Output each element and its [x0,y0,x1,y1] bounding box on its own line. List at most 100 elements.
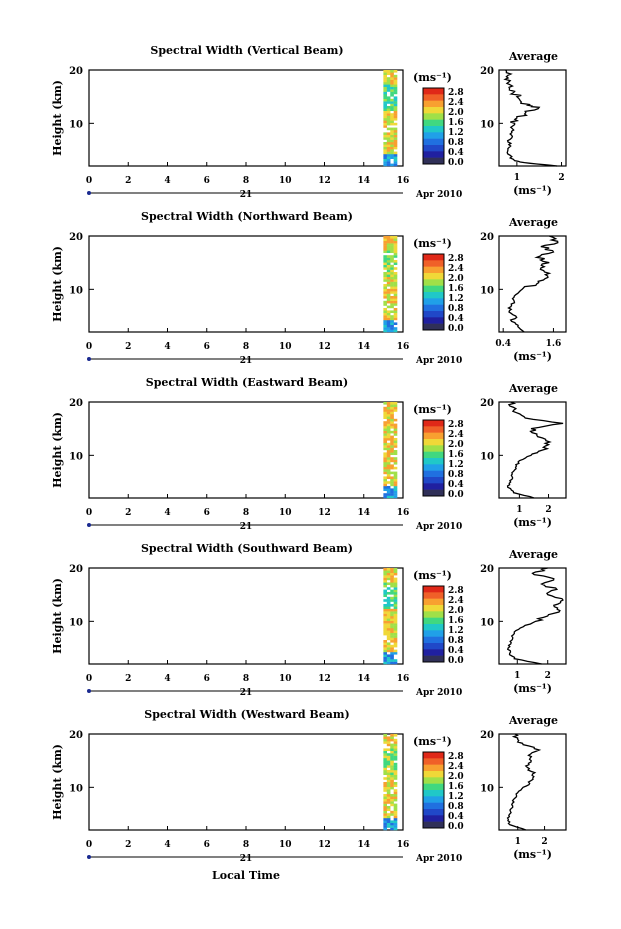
heatmap-cell [383,659,388,662]
heatmap-cell [390,640,394,643]
time-tick-label: 8 [243,508,249,518]
heatmap-cell [390,810,394,814]
heatmap-cell [383,158,388,162]
heatmap-cell [386,798,391,802]
heatmap-cell [390,584,394,588]
heatmap-cell [383,760,388,763]
heatmap-cell [386,284,391,287]
heatmap-cell [386,782,391,785]
heatmap-cell [393,113,398,116]
heatmap-cell [386,474,391,477]
heatmap-cell [383,154,388,157]
heatmap-cell [390,596,394,600]
heatmap-cell [390,130,394,133]
heatmap-cell [383,272,388,275]
heatmap-cell [393,772,398,775]
heatmap-cell [390,98,394,102]
heatmap-cell [383,495,388,499]
average-frame [498,235,567,333]
heatmap-cell [393,291,398,294]
heatmap-cell [390,303,394,306]
heatmap-cell [383,320,388,323]
heatmap-cell [393,750,398,754]
colorbar-swatch [423,151,444,158]
heatmap-cell [383,803,388,807]
colorbar-unit: (ms⁻¹) [413,71,452,84]
heatmap-cell [393,587,398,590]
heatmap-cell [393,642,398,645]
colorbar-tick-label: 1.6 [448,284,464,294]
heatmap-cell [383,146,388,150]
colorbar-swatch [423,445,444,452]
heatmap-cell [386,106,391,109]
heatmap-cell [393,281,398,285]
heatmap-cell [383,755,388,759]
heatmap-cell [390,144,394,147]
heatmap-cell [383,122,388,126]
heatmap-cell [383,142,388,145]
heatmap-cell [386,462,391,465]
colorbar-swatch [423,94,444,101]
heatmap-cell [383,786,388,790]
heatmap-cell [393,822,398,826]
colorbar-swatch [423,451,444,459]
heatmap-cell [390,438,394,441]
heatmap-cell [386,142,391,145]
heatmap-cell [393,488,398,491]
heatmap-cell [390,813,394,816]
heatmap-cell [393,568,398,571]
heatmap-cell [386,296,391,299]
heatmap-cell [393,255,398,258]
heatmap-cell [386,298,391,301]
heatmap-cell [386,327,391,330]
heatmap-cell [383,582,388,585]
colorbar-swatch [423,254,444,261]
heatmap-cell [390,236,394,239]
heatmap-cell [383,642,388,645]
heatmap-cell [393,96,398,99]
heatmap-cell [386,329,391,333]
colorbar-swatch [423,132,444,139]
heatmap-cell [390,738,394,742]
heatmap-cell [390,623,394,626]
heatmap-cell [393,758,398,761]
time-tick-label: 4 [164,508,170,518]
heatmap-cell [386,86,391,90]
heatmap-cell [383,322,388,325]
height-tick-label: 20 [69,398,83,409]
time-tick-label: 16 [397,674,410,684]
colorbar-tick-label: 0.0 [448,490,464,500]
heatmap-cell [383,599,388,602]
heatmap-cell [393,815,398,819]
heatmap-cell [390,784,394,787]
heatmap-cell [393,77,398,80]
heatmap-cell [386,770,391,773]
heatmap-cell [383,74,388,78]
heatmap-cell [390,572,394,576]
heatmap-cell [386,758,391,761]
colorbar-tick-label: 2.0 [448,108,464,118]
heatmap-cell [393,442,398,446]
heatmap-cell [383,654,388,657]
avg-unit-label: (ms⁻¹) [513,682,552,695]
colorbar-swatch [423,815,444,822]
heatmap-cell [383,618,388,621]
height-tick-label: 20 [69,730,83,741]
heatmap-cell [393,310,398,313]
heatmap-cell [386,156,391,159]
height-tick-label: 10 [69,783,83,794]
date-day: 21 [240,356,253,366]
heatmap-cell [386,293,391,297]
heatmap-cell [386,324,391,328]
heatmap-cell [393,611,398,614]
heatmap-cell [383,106,388,109]
heatmap-cell [390,493,394,496]
heatmap-cell [390,288,394,292]
heatmap-cell [386,416,391,419]
heatmap-cell [386,777,391,780]
heatmap-cell [383,262,388,265]
heatmap-cell [393,317,398,321]
heatmap-cell [383,815,388,819]
heatmap-cell [383,274,388,277]
heatmap-cell [393,767,398,771]
